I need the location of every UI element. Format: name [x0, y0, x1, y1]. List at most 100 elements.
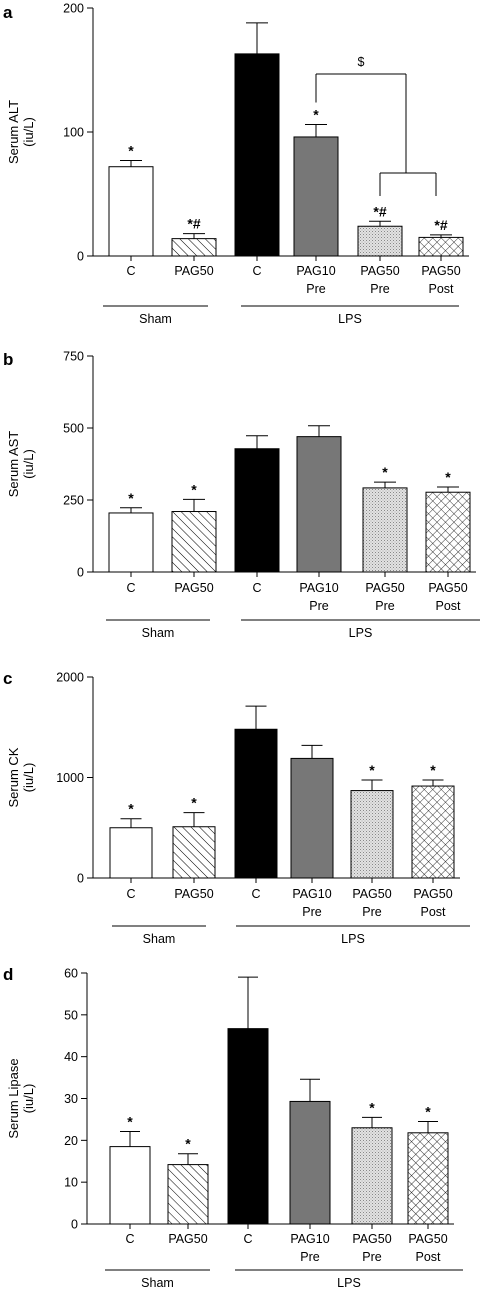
- category-label: PAG50 Post: [421, 264, 460, 296]
- group-label: Sham: [139, 312, 172, 326]
- panel-d: d Serum Lipase(iu/L) 0 10 20 30 40 50 60 * C * PAG50…: [3, 965, 463, 1290]
- bar: [234, 448, 280, 573]
- category-label: PAG50: [174, 887, 213, 901]
- category-label-line: PAG10: [290, 1232, 329, 1246]
- bar: [290, 757, 334, 879]
- category-label-line: PAG50: [428, 581, 467, 595]
- bar: [296, 436, 342, 573]
- y-tick-label: 250: [63, 494, 84, 508]
- significance-mark: *#: [434, 217, 447, 233]
- category-label-line: Post: [420, 905, 446, 919]
- group-label: LPS: [341, 932, 365, 946]
- bar: [418, 236, 464, 257]
- y-axis-label-line: Serum ALT: [6, 100, 21, 164]
- category-label: PAG50 Pre: [352, 1232, 391, 1264]
- bar: [362, 487, 408, 573]
- y-tick-label: 50: [64, 1008, 78, 1022]
- bar: [171, 511, 217, 573]
- category-label: C: [252, 264, 261, 278]
- group-label: Sham: [141, 1276, 174, 1290]
- category-label-line: Pre: [370, 282, 390, 296]
- category-label-line: PAG50: [352, 887, 391, 901]
- panel-letter: b: [3, 350, 13, 369]
- bar: [350, 790, 394, 879]
- category-label-line: Pre: [362, 1250, 382, 1264]
- panel-letter: a: [3, 3, 13, 22]
- y-axis-label-line: Serum Lipase: [6, 1058, 21, 1138]
- significance-mark: *: [425, 1104, 431, 1120]
- panel-letter: c: [3, 669, 12, 688]
- significance-mark: *: [185, 1136, 191, 1152]
- y-tick-label: 0: [71, 1218, 78, 1232]
- y-axis-label-line: (iu/L): [21, 1084, 36, 1114]
- category-label-line: PAG50: [421, 264, 460, 278]
- y-tick-label: 200: [63, 2, 84, 16]
- y-axis-label-line: Serum CK: [6, 747, 21, 807]
- category-label: PAG50: [174, 264, 213, 278]
- category-label: PAG50 Post: [408, 1232, 447, 1264]
- category-label-line: PAG50: [408, 1232, 447, 1246]
- category-label: PAG50 Pre: [365, 581, 404, 613]
- category-label: C: [252, 581, 261, 595]
- bar: [171, 238, 217, 257]
- significance-mark: *: [369, 1099, 375, 1115]
- y-tick-label: 40: [64, 1050, 78, 1064]
- significance-mark: *: [313, 107, 319, 123]
- bar: [109, 1146, 151, 1225]
- category-label-line: Post: [415, 1250, 441, 1264]
- bar: [108, 166, 154, 257]
- category-label-line: PAG50: [174, 264, 213, 278]
- bar: [167, 1164, 209, 1225]
- y-tick-label: 10: [64, 1176, 78, 1190]
- bar: [234, 53, 280, 257]
- category-label-line: PAG50: [365, 581, 404, 595]
- category-label: PAG10 Pre: [292, 887, 331, 919]
- y-axis-label: Serum CK(iu/L): [6, 747, 36, 807]
- y-axis-label-line: (iu/L): [21, 763, 36, 793]
- category-label-line: PAG50: [413, 887, 452, 901]
- category-label: C: [126, 887, 135, 901]
- panel-b: b Serum AST(iu/L) 0 250 500 750 * C * PAG50 C PAG10…: [3, 350, 480, 640]
- y-tick-label: 750: [63, 350, 84, 364]
- significance-mark: *: [128, 143, 134, 159]
- category-label-line: Pre: [300, 1250, 320, 1264]
- category-label: C: [243, 1232, 252, 1246]
- significance-mark: *: [191, 795, 197, 811]
- category-label-line: Pre: [309, 599, 329, 613]
- category-label: C: [125, 1232, 134, 1246]
- bar: [407, 1132, 449, 1225]
- category-label: PAG50 Post: [428, 581, 467, 613]
- significance-mark: *#: [187, 216, 200, 232]
- significance-mark: *#: [373, 203, 386, 219]
- bar: [227, 1028, 269, 1225]
- category-label-line: PAG50: [352, 1232, 391, 1246]
- significance-mark: *: [128, 490, 134, 506]
- y-tick-label: 1000: [56, 771, 84, 785]
- bar: [293, 136, 339, 257]
- category-label: C: [251, 887, 260, 901]
- significance-mark: *: [430, 762, 436, 778]
- category-label-line: C: [252, 581, 261, 595]
- y-axis-label-line: (iu/L): [21, 449, 36, 479]
- category-label: C: [126, 581, 135, 595]
- category-label-line: PAG50: [174, 581, 213, 595]
- y-tick-label: 60: [64, 967, 78, 981]
- category-label: C: [126, 264, 135, 278]
- category-label-line: Pre: [302, 905, 322, 919]
- significance-mark: *: [191, 481, 197, 497]
- group-label: LPS: [349, 626, 373, 640]
- significance-mark: *: [382, 464, 388, 480]
- category-label: PAG50 Pre: [360, 264, 399, 296]
- y-axis-label: Serum ALT(iu/L): [6, 100, 36, 164]
- significance-mark: *: [369, 762, 375, 778]
- category-label-line: Post: [428, 282, 454, 296]
- group-label: LPS: [337, 1276, 361, 1290]
- group-label: Sham: [143, 932, 176, 946]
- y-tick-label: 0: [77, 872, 84, 886]
- category-label-line: PAG10: [296, 264, 335, 278]
- category-label: PAG10 Pre: [296, 264, 335, 296]
- bar: [425, 491, 471, 573]
- category-label-line: C: [243, 1232, 252, 1246]
- group-label: LPS: [338, 312, 362, 326]
